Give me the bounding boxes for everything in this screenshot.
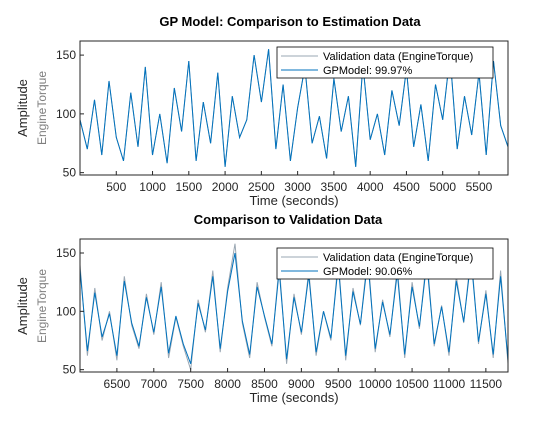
validation-channel-label: EngineTorque <box>35 269 49 343</box>
validation-x-tick-label: 8500 <box>251 377 278 391</box>
validation-series-layer <box>80 243 508 370</box>
estimation-legend[interactable]: Validation data (EngineTorque) GPModel: … <box>276 46 494 79</box>
validation-chart: Comparison to Validation Data 6500 7000 75… <box>15 212 509 405</box>
validation-model-line <box>80 252 508 364</box>
estimation-x-tick-label: 2500 <box>248 180 275 194</box>
estimation-chart: GP Model: Comparison to Estimation Data … <box>15 14 509 208</box>
estimation-model-line <box>80 49 508 167</box>
validation-chart-title: Comparison to Validation Data <box>194 212 383 227</box>
validation-x-tick-label: 9000 <box>288 377 315 391</box>
validation-ticks: 6500 7000 7500 8000 8500 9000 9500 10000 10500 11… <box>56 246 502 391</box>
validation-x-tick-label: 10000 <box>358 377 392 391</box>
estimation-x-tick-label: 2000 <box>212 180 239 194</box>
estimation-x-tick-label: 1500 <box>175 180 202 194</box>
estimation-channel-label: EngineTorque <box>35 71 49 145</box>
estimation-y-tick-label: 50 <box>63 166 77 180</box>
estimation-ticks: 500 1000 1500 2000 2500 3000 3500 4000 4500 5000 5… <box>56 48 493 194</box>
estimation-x-tick-label: 500 <box>106 180 126 194</box>
validation-y-tick-label: 50 <box>63 363 77 377</box>
validation-y-axis-label: Amplitude <box>15 277 30 335</box>
validation-legend-box <box>276 247 494 280</box>
validation-x-axis-label: Time (seconds) <box>249 390 338 405</box>
estimation-x-tick-label: 4000 <box>357 180 384 194</box>
estimation-chart-title: GP Model: Comparison to Estimation Data <box>159 14 421 29</box>
validation-x-tick-label: 6500 <box>104 377 131 391</box>
validation-x-tick-label: 7000 <box>140 377 167 391</box>
estimation-legend-box <box>276 46 494 79</box>
estimation-y-tick-label: 150 <box>56 48 76 62</box>
validation-axes-frame <box>79 238 509 373</box>
estimation-axes-frame <box>79 40 509 176</box>
estimation-x-axis-label: Time (seconds) <box>249 193 338 208</box>
validation-y-tick-label: 150 <box>56 246 76 260</box>
validation-x-tick-label: 9500 <box>325 377 352 391</box>
estimation-legend-validation-label: Validation data (EngineTorque) <box>323 51 473 63</box>
validation-x-tick-label: 7500 <box>177 377 204 391</box>
estimation-x-tick-label: 3000 <box>284 180 311 194</box>
estimation-legend-model-label: GPModel: 99.97% <box>323 65 412 77</box>
validation-x-tick-label: 11000 <box>433 377 466 391</box>
validation-legend[interactable]: Validation data (EngineTorque) GPModel: … <box>276 247 494 280</box>
estimation-x-tick-label: 5500 <box>466 180 493 194</box>
validation-x-tick-label: 10500 <box>395 377 429 391</box>
validation-x-tick-label: 11500 <box>470 377 503 391</box>
estimation-y-tick-label: 100 <box>56 107 76 121</box>
estimation-y-axis-label: Amplitude <box>15 79 30 137</box>
estimation-x-tick-label: 4500 <box>393 180 420 194</box>
estimation-series-layer <box>80 49 508 167</box>
validation-legend-model-label: GPModel: 90.06% <box>323 266 412 278</box>
validation-legend-validation-label: Validation data (EngineTorque) <box>323 252 473 264</box>
estimation-x-tick-label: 1000 <box>139 180 166 194</box>
validation-y-tick-label: 100 <box>56 304 76 318</box>
estimation-x-tick-label: 5000 <box>429 180 456 194</box>
validation-x-tick-label: 8000 <box>214 377 241 391</box>
estimation-x-tick-label: 3500 <box>321 180 348 194</box>
